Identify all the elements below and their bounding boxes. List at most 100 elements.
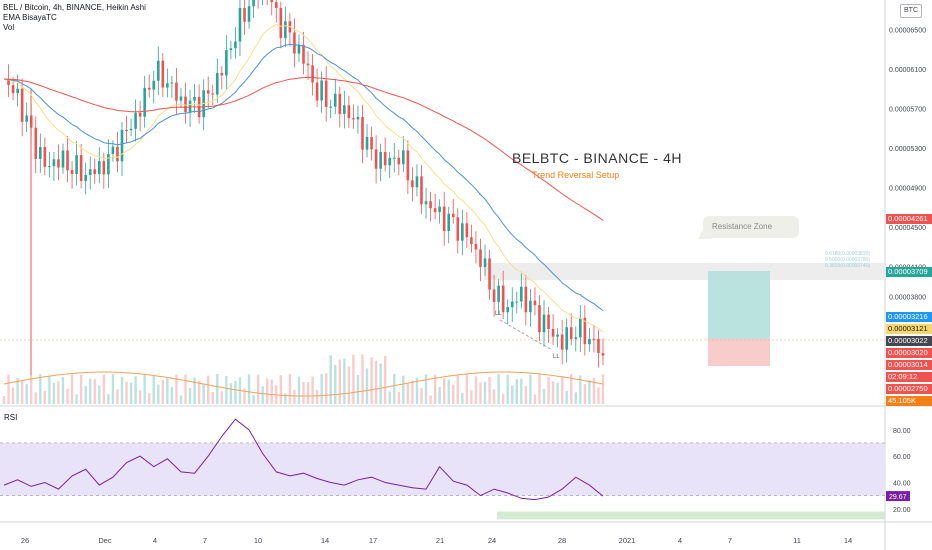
volume-bar [406,383,410,404]
price-axis-label: 0.00004261 [886,214,932,224]
volume-bar [411,380,414,404]
ll-label-1: LL [495,311,502,317]
time-tick-label: 11 [793,536,801,545]
time-tick-label: 21 [436,536,444,545]
candle-body [483,258,487,267]
candle-body [370,137,373,150]
volume-bar [175,374,178,404]
volume-bar [433,374,437,404]
time-tick-label: 14 [321,536,329,545]
candle-body [560,334,564,350]
candle-body [116,146,119,162]
candle-body [161,60,165,88]
volume-bar [329,355,332,404]
price-axis-label: 0.00003121 [886,324,932,334]
volume-bar [152,375,155,404]
candle-body [93,169,97,175]
candle-body [569,327,573,340]
volume-bar [61,377,65,404]
candle-body [488,258,491,290]
volume-bar [161,379,165,404]
volume-bar [551,381,555,404]
volume-bar [256,374,260,404]
volume-bar [315,389,319,404]
ema-indicator-label[interactable]: EMA BisayaTC [3,13,57,22]
candle-body [129,128,133,131]
price-tick-label: 0.00003800 [889,294,926,301]
ll-label-2: LL [553,354,560,360]
ema-slow-line [3,76,604,221]
volume-bar [393,374,396,404]
volume-bar [247,374,251,404]
price-tick-label: 0.00004900 [889,186,926,193]
volume-bar [93,379,96,404]
resistance-callout[interactable]: Resistance Zone [703,216,799,238]
volume-bar [465,374,469,404]
volume-bar [30,375,33,404]
candle-body [184,96,187,113]
volume-pane [2,354,605,404]
time-tick-label: Dec [98,536,112,545]
chart-annotation-title: BELBTC - BINANCE - 4H [512,150,682,166]
volume-bar [483,381,487,404]
volume-bar [397,391,400,404]
candle-body [497,285,500,302]
volume-bar [497,374,500,404]
currency-badge[interactable]: BTC [900,4,922,18]
time-tick-label: 26 [21,536,29,545]
volume-bar [39,374,42,404]
volume-bar [556,382,559,404]
volume-bar [143,374,146,404]
candle-body [333,93,337,107]
candle-body [252,0,255,7]
candle-body [166,83,169,88]
candle-body [52,159,56,167]
volume-indicator-label[interactable]: Vol [3,23,15,32]
candle-body [574,337,578,340]
volume-bar [338,359,342,404]
volume-bar [129,382,133,404]
candle-body [361,116,364,150]
rsi-pane-label: RSI [4,413,18,422]
candle-body [274,2,278,8]
candle-body [138,112,142,117]
candle-body [206,90,210,94]
candle-body [211,93,215,95]
volume-ma-line [3,371,604,397]
candle-body [279,7,283,39]
candle-body [592,338,596,340]
candle-body [66,150,69,171]
candles [7,0,605,376]
candle-body [70,170,74,175]
volume-bar [470,390,473,404]
volume-bar [583,384,587,404]
candle-body [320,80,323,101]
candle-body [397,157,401,165]
time-tick-label: 10 [254,536,262,545]
candle-body [547,314,550,329]
candle-body [402,150,405,165]
resistance-zone [484,263,885,280]
volume-bar [125,381,128,404]
volume-bar [356,374,360,404]
candle-body [134,112,137,129]
volume-bar [474,376,478,404]
price-axis-label: 0.00003014 [886,360,932,370]
candle-body [75,155,78,175]
candle-body [565,327,568,350]
candle-body [11,85,15,94]
candle-body [347,105,351,119]
volume-bar [297,376,301,404]
volume-bar [402,375,405,404]
volume-bar [265,378,269,404]
candle-body [542,314,546,333]
volume-bar [520,378,523,404]
candle-body [284,21,287,39]
candle-body [193,96,196,101]
volume-bar [597,387,600,404]
volume-bar [352,354,355,404]
volume-bar [225,375,228,404]
candle-body [229,48,233,51]
volume-bar [306,382,310,404]
candle-body [215,72,219,95]
